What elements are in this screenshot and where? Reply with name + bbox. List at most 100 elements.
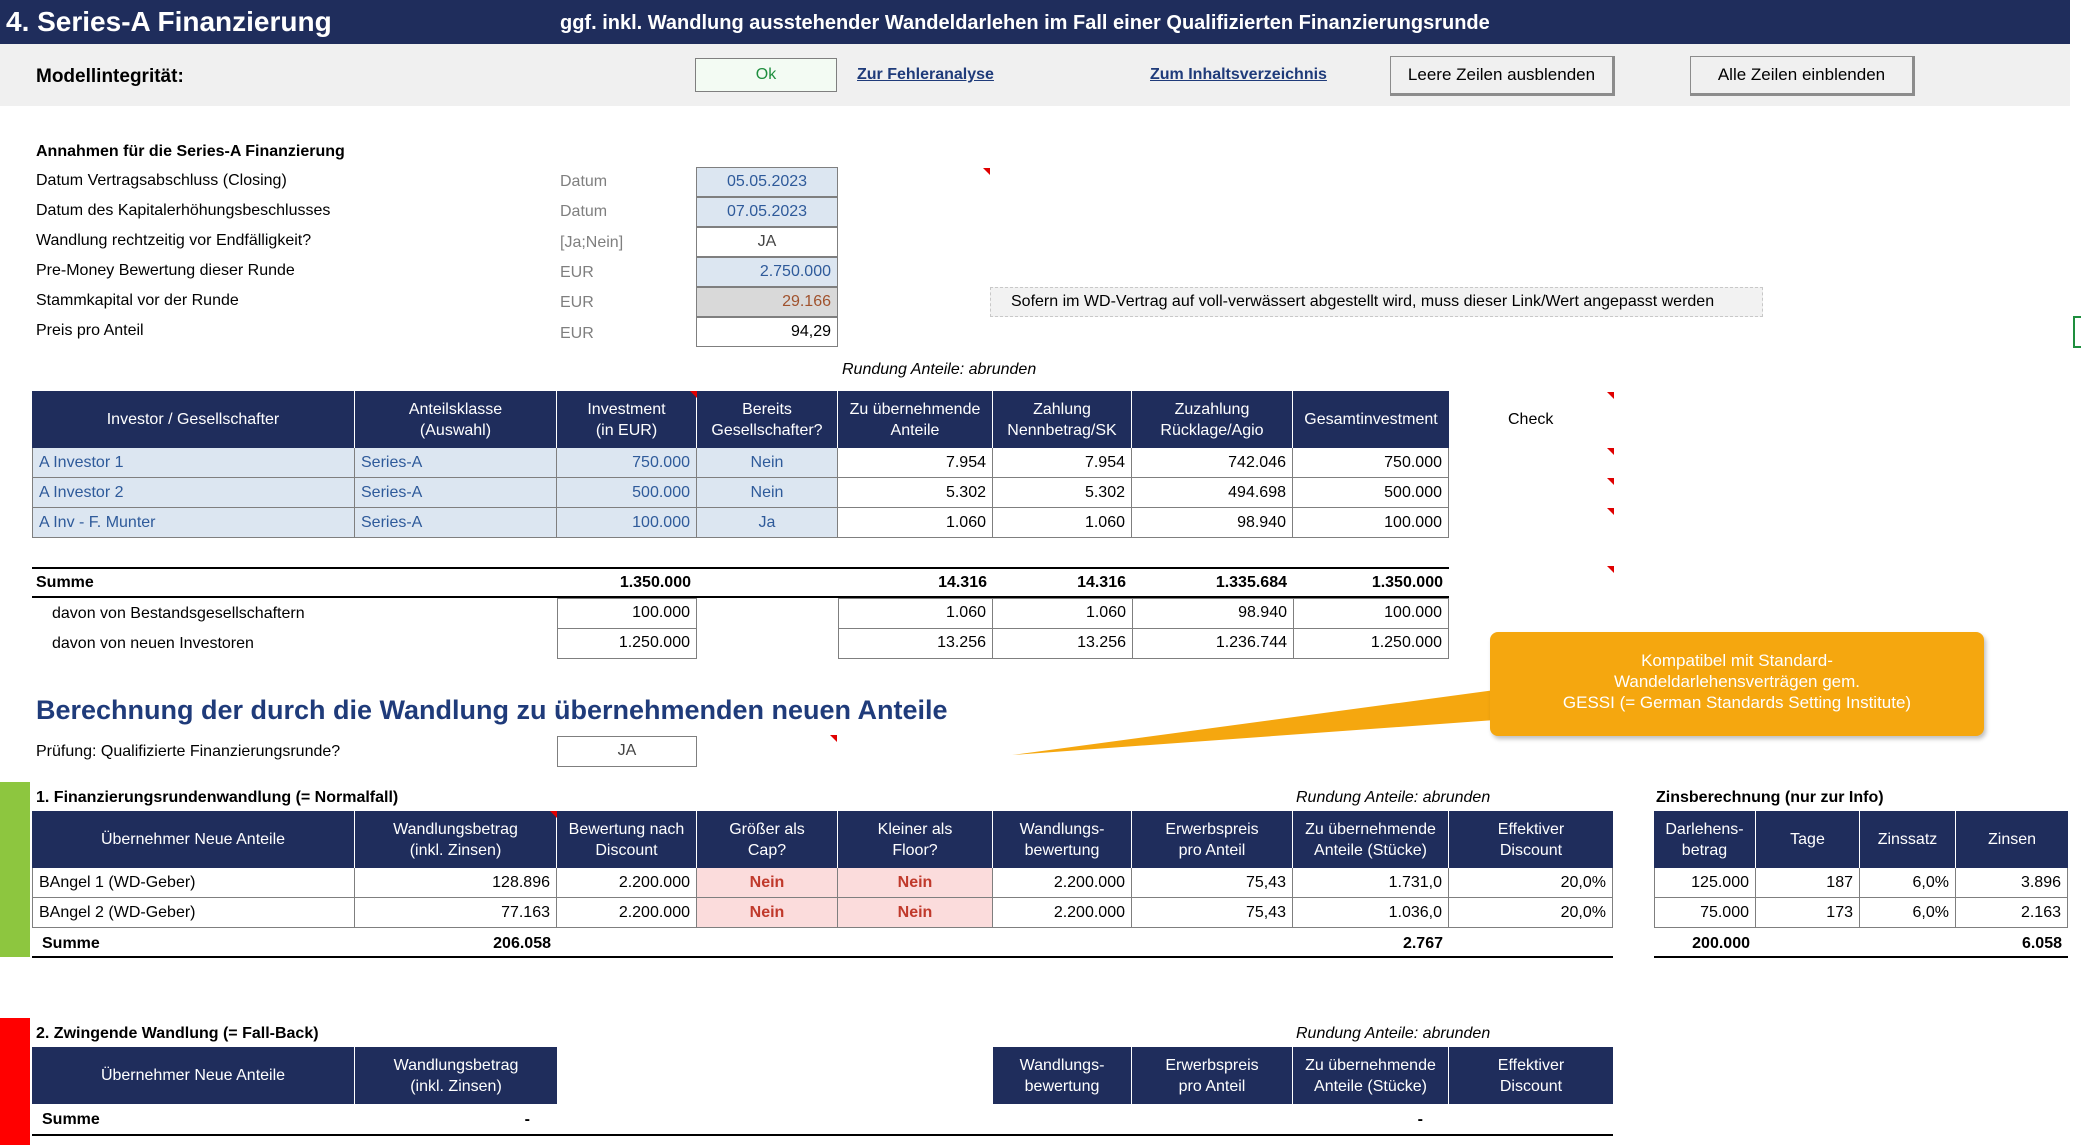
col-header-nominal: Zahlung Nennbetrag/SK [993,391,1132,448]
fallback-sum-amount: - [524,1111,530,1128]
existing-shares: 1.060 [838,598,993,629]
conv-shares-cell: 1.036,0 [1293,898,1449,928]
sum-label: Summe [36,574,94,591]
col-header-interest: Zinsen [1956,811,2068,868]
col-header-conv-shares: Zu übernehmende Anteile (Stücke) [1293,811,1449,868]
existing-cell[interactable]: Nein [697,448,838,478]
error-analysis-link[interactable]: Zur Fehleranalyse [857,66,994,83]
comment-marker [1607,392,1614,399]
rate-cell: 6,0% [1860,898,1956,928]
investor-name-cell[interactable]: A Investor 1 [32,448,355,478]
assumption-label: Pre-Money Bewertung dieser Runde [36,262,295,279]
price-cell: 75,43 [1132,898,1293,928]
conv-valuation-cell: 2.200.000 [993,898,1132,928]
investor-name-cell[interactable]: A Investor 2 [32,478,355,508]
rate-cell: 6,0% [1860,868,1956,898]
integrity-status: Ok [695,58,837,92]
agio-cell: 742.046 [1132,448,1293,478]
existing-cell[interactable]: Ja [697,508,838,538]
show-all-rows-button[interactable]: Alle Zeilen einblenden [1690,56,1915,96]
col-header-conv-valuation: Wandlungs- bewertung [993,811,1132,868]
comment-marker [1607,508,1614,515]
conv-shares-cell: 1.731,0 [1293,868,1449,898]
investment-cell[interactable]: 100.000 [557,508,697,538]
comment-marker [550,811,557,818]
comment-marker [983,168,990,175]
days-cell: 187 [1756,868,1860,898]
pre-money-input[interactable]: 2.750.000 [696,257,838,287]
header-bar [0,0,2070,44]
assumption-unit: EUR [560,325,594,342]
col-header-existing: Bereits Gesellschafter? [697,391,838,448]
qualified-round-label: Prüfung: Qualifizierte Finanzierungsrund… [36,743,341,760]
agio-cell: 98.940 [1132,508,1293,538]
interest-title: Zinsberechnung (nur zur Info) [1656,789,1884,806]
col-header-shares: Zu übernehmende Anteile [838,391,993,448]
interest-sum-interest: 6.058 [2021,935,2062,952]
fallback-title: 2. Zwingende Wandlung (= Fall-Back) [36,1025,319,1042]
normal-case-title: 1. Finanzierungsrundenwandlung (= Normal… [36,789,399,806]
nominal-cell: 5.302 [993,478,1132,508]
agio-cell: 494.698 [1132,478,1293,508]
existing-cell[interactable]: Nein [697,478,838,508]
conversion-timely-select[interactable]: JA [696,227,838,257]
price-cell: 75,43 [1132,868,1293,898]
assumption-label: Preis pro Anteil [36,322,144,339]
assumption-label: Stammkapital vor der Runde [36,292,239,309]
col-header-eff-discount: Effektiver Discount [1449,811,1613,868]
interest-cell: 2.163 [1956,898,2068,928]
conversion-section-title: Berechnung der durch die Wandlung zu übe… [36,695,948,725]
new-investment: 1.250.000 [557,628,697,659]
callout-pointer [1012,690,1495,755]
investment-cell[interactable]: 750.000 [557,448,697,478]
col-header-days: Tage [1756,811,1860,868]
col-header-rate: Zinssatz [1860,811,1956,868]
sum-rule [32,567,1449,569]
new-nominal: 13.256 [992,628,1133,659]
nominal-cell: 1.060 [993,508,1132,538]
loan-cell: 125.000 [1654,868,1756,898]
total-cell: 500.000 [1293,478,1449,508]
loan-cell: 75.000 [1654,898,1756,928]
investment-cell[interactable]: 500.000 [557,478,697,508]
normal-sum-amount: 206.058 [493,935,551,952]
hide-empty-rows-button[interactable]: Leere Zeilen ausblenden [1390,56,1615,96]
col-header-discount-valuation: Bewertung nach Discount [557,811,697,868]
assumption-label: Datum Vertragsabschluss (Closing) [36,172,287,189]
integrity-label: Modellintegrität: [36,66,184,87]
share-class-cell[interactable]: Series-A [355,448,557,478]
discount-valuation-cell: 2.200.000 [557,898,697,928]
toc-link[interactable]: Zum Inhaltsverzeichnis [1150,66,1327,83]
col-header-class: Anteilsklasse (Auswahl) [355,391,557,448]
existing-investment: 100.000 [557,598,697,629]
existing-total: 100.000 [1293,598,1449,629]
sum-agio: 1.335.684 [1215,574,1287,591]
fallback-sum-shares: - [1417,1111,1423,1128]
sum-shares: 14.316 [938,574,987,591]
col-header-floor: Kleiner als Floor? [838,811,993,868]
discount-valuation-cell: 2.200.000 [557,868,697,898]
new-total: 1.250.000 [1293,628,1449,659]
resolution-date-input[interactable]: 07.05.2023 [696,197,838,227]
floor-cell: Nein [838,898,993,928]
col-header-recipient: Übernehmer Neue Anteile [32,811,355,868]
cell-selection-edge [2073,316,2081,348]
status-bar-red [0,1018,30,1145]
rounding-note: Rundung Anteile: abrunden [842,361,1037,378]
share-class-cell[interactable]: Series-A [355,478,557,508]
shares-cell: 7.954 [838,448,993,478]
fallback-sum-label: Summe [42,1111,100,1128]
col-header-price: Erwerbspreis pro Anteil [1132,811,1293,868]
cap-cell: Nein [697,868,838,898]
conv-valuation-cell: 2.200.000 [993,868,1132,898]
closing-date-input[interactable]: 05.05.2023 [696,167,838,197]
share-class-cell[interactable]: Series-A [355,508,557,538]
comment-marker [1607,478,1614,485]
col-header-loan: Darlehens- betrag [1654,811,1756,868]
eff-discount-cell: 20,0% [1449,898,1613,928]
new-agio: 1.236.744 [1132,628,1294,659]
assumption-unit: EUR [560,264,594,281]
comment-marker [690,391,697,398]
investor-name-cell[interactable]: A Inv - F. Munter [32,508,355,538]
sum-total: 1.350.000 [1371,574,1443,591]
